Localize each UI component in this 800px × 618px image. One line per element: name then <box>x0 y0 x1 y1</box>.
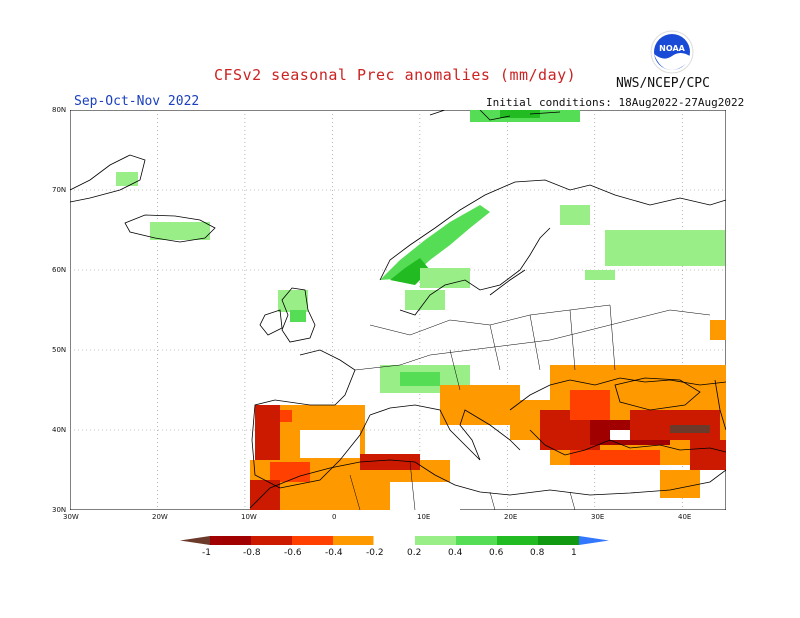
lat-label: 30N <box>52 506 67 514</box>
colorbar-swatch <box>415 536 456 545</box>
colorbar-swatch <box>373 535 416 546</box>
colorbar-tick-label: 0.4 <box>448 548 463 558</box>
colorbar-tick-label: 0.2 <box>407 548 422 558</box>
lat-label: 40N <box>52 426 67 434</box>
precip-anomaly-map <box>70 110 726 510</box>
colorbar-tick-label: -0.2 <box>366 548 384 558</box>
chart-title: CFSv2 seasonal Prec anomalies (mm/day) <box>214 66 577 84</box>
noaa-logo-icon: NOAA <box>650 30 694 74</box>
lat-label: 80N <box>52 106 67 114</box>
coastlines <box>70 110 726 509</box>
colorbar-swatch <box>210 536 251 545</box>
colorbar-swatch <box>251 536 292 545</box>
season-label: Sep-Oct-Nov 2022 <box>74 94 200 109</box>
colorbar-swatch <box>333 536 374 545</box>
colorbar-tick-label: -1 <box>202 548 211 558</box>
colorbar-tick-label: -0.6 <box>284 548 302 558</box>
colorbar-tick-label: 0.6 <box>489 548 504 558</box>
colorbar-swatch <box>456 536 497 545</box>
colorbar-tick-label: 1 <box>571 548 577 558</box>
colorbar <box>180 535 609 546</box>
initial-conditions-label: Initial conditions: 18Aug2022-27Aug2022 <box>486 96 745 109</box>
lat-label: 60N <box>52 266 67 274</box>
lon-label: 30W <box>63 513 79 521</box>
lon-label: 20W <box>152 513 168 521</box>
colorbar-tick-label: -0.8 <box>243 548 261 558</box>
lon-label: 30E <box>591 513 605 521</box>
lon-label: 20E <box>504 513 518 521</box>
colorbar-tick-label: -0.4 <box>325 548 343 558</box>
lon-label: 0 <box>332 513 337 521</box>
lat-label: 50N <box>52 346 67 354</box>
agency-label: NWS/NCEP/CPC <box>616 76 710 91</box>
logo-text: NOAA <box>659 44 685 53</box>
colorbar-swatch <box>292 536 333 545</box>
colorbar-tick-label: 0.8 <box>530 548 545 558</box>
lat-label: 70N <box>52 186 67 194</box>
colorbar-min-arrow <box>180 536 210 545</box>
colorbar-swatch <box>538 536 579 545</box>
colorbar-swatch <box>497 536 538 545</box>
colorbar-max-arrow <box>579 536 609 545</box>
lon-label: 10E <box>417 513 431 521</box>
lon-label: 40E <box>678 513 692 521</box>
country-borders <box>349 304 711 510</box>
lon-label: 10W <box>241 513 257 521</box>
